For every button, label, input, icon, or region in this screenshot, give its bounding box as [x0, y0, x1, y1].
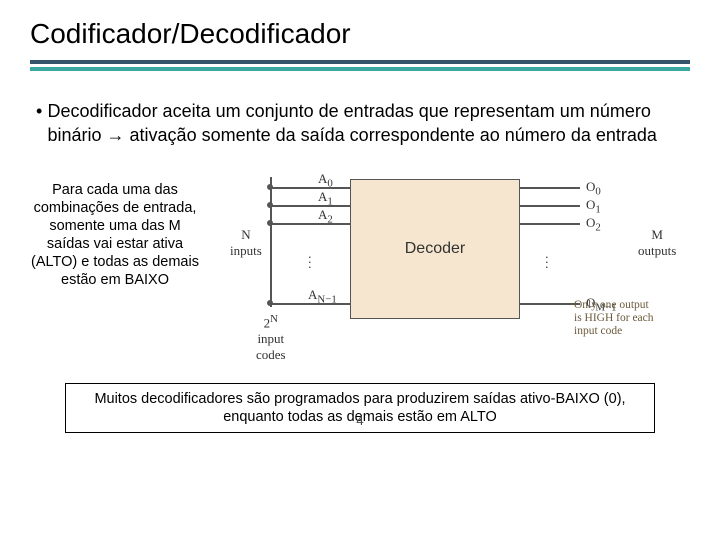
codes-label: 2Ninputcodes — [256, 313, 286, 363]
decoder-box: Decoder — [350, 179, 520, 319]
out-line-1 — [520, 205, 580, 207]
page-title: Codificador/Decodificador — [30, 18, 690, 50]
out-dots: ... — [545, 251, 549, 266]
bullet-text: Decodificador aceita um conjunto de entr… — [48, 99, 685, 147]
in-line-1 — [270, 205, 350, 207]
in-node-n — [267, 300, 273, 306]
in-lbl-1: A1 — [318, 189, 333, 208]
m-label: Moutputs — [638, 227, 676, 259]
in-dots: ... — [308, 251, 312, 266]
in-line-2 — [270, 223, 350, 225]
out-lbl-2: O2 — [586, 215, 601, 234]
decoder-diagram: Decoder ... A0 A1 A2 AN−1 Ninput — [200, 171, 690, 371]
side-text: Para cada uma das combinações de entrada… — [30, 171, 200, 371]
in-lbl-n: AN−1 — [308, 287, 337, 306]
in-node-2 — [267, 220, 273, 226]
mid-section: Para cada uma das combinações de entrada… — [30, 171, 690, 371]
in-node-0 — [267, 184, 273, 190]
in-lbl-0: A0 — [318, 171, 333, 190]
out-line-2 — [520, 223, 580, 225]
input-bus — [270, 177, 272, 307]
in-line-0 — [270, 187, 350, 189]
in-node-1 — [267, 202, 273, 208]
diagram-area: Decoder ... A0 A1 A2 AN−1 Ninput — [200, 171, 690, 371]
out-lbl-1: O1 — [586, 197, 601, 216]
out-lbl-0: O0 — [586, 179, 601, 198]
slide: Codificador/Decodificador • Decodificado… — [0, 0, 720, 433]
out-line-m — [520, 303, 580, 305]
rule-dark — [30, 60, 690, 64]
out-line-0 — [520, 187, 580, 189]
n-label: Ninputs — [230, 227, 262, 259]
bullet-dot: • — [36, 99, 48, 147]
page-number: 4 — [356, 412, 363, 430]
in-lbl-2: A2 — [318, 207, 333, 226]
bullet: • Decodificador aceita um conjunto de en… — [30, 99, 690, 147]
diagram-note: Only one output is HIGH for each input c… — [574, 299, 692, 338]
footnote-box: Muitos decodificadores são programados p… — [65, 383, 655, 433]
rule-light — [30, 67, 690, 71]
